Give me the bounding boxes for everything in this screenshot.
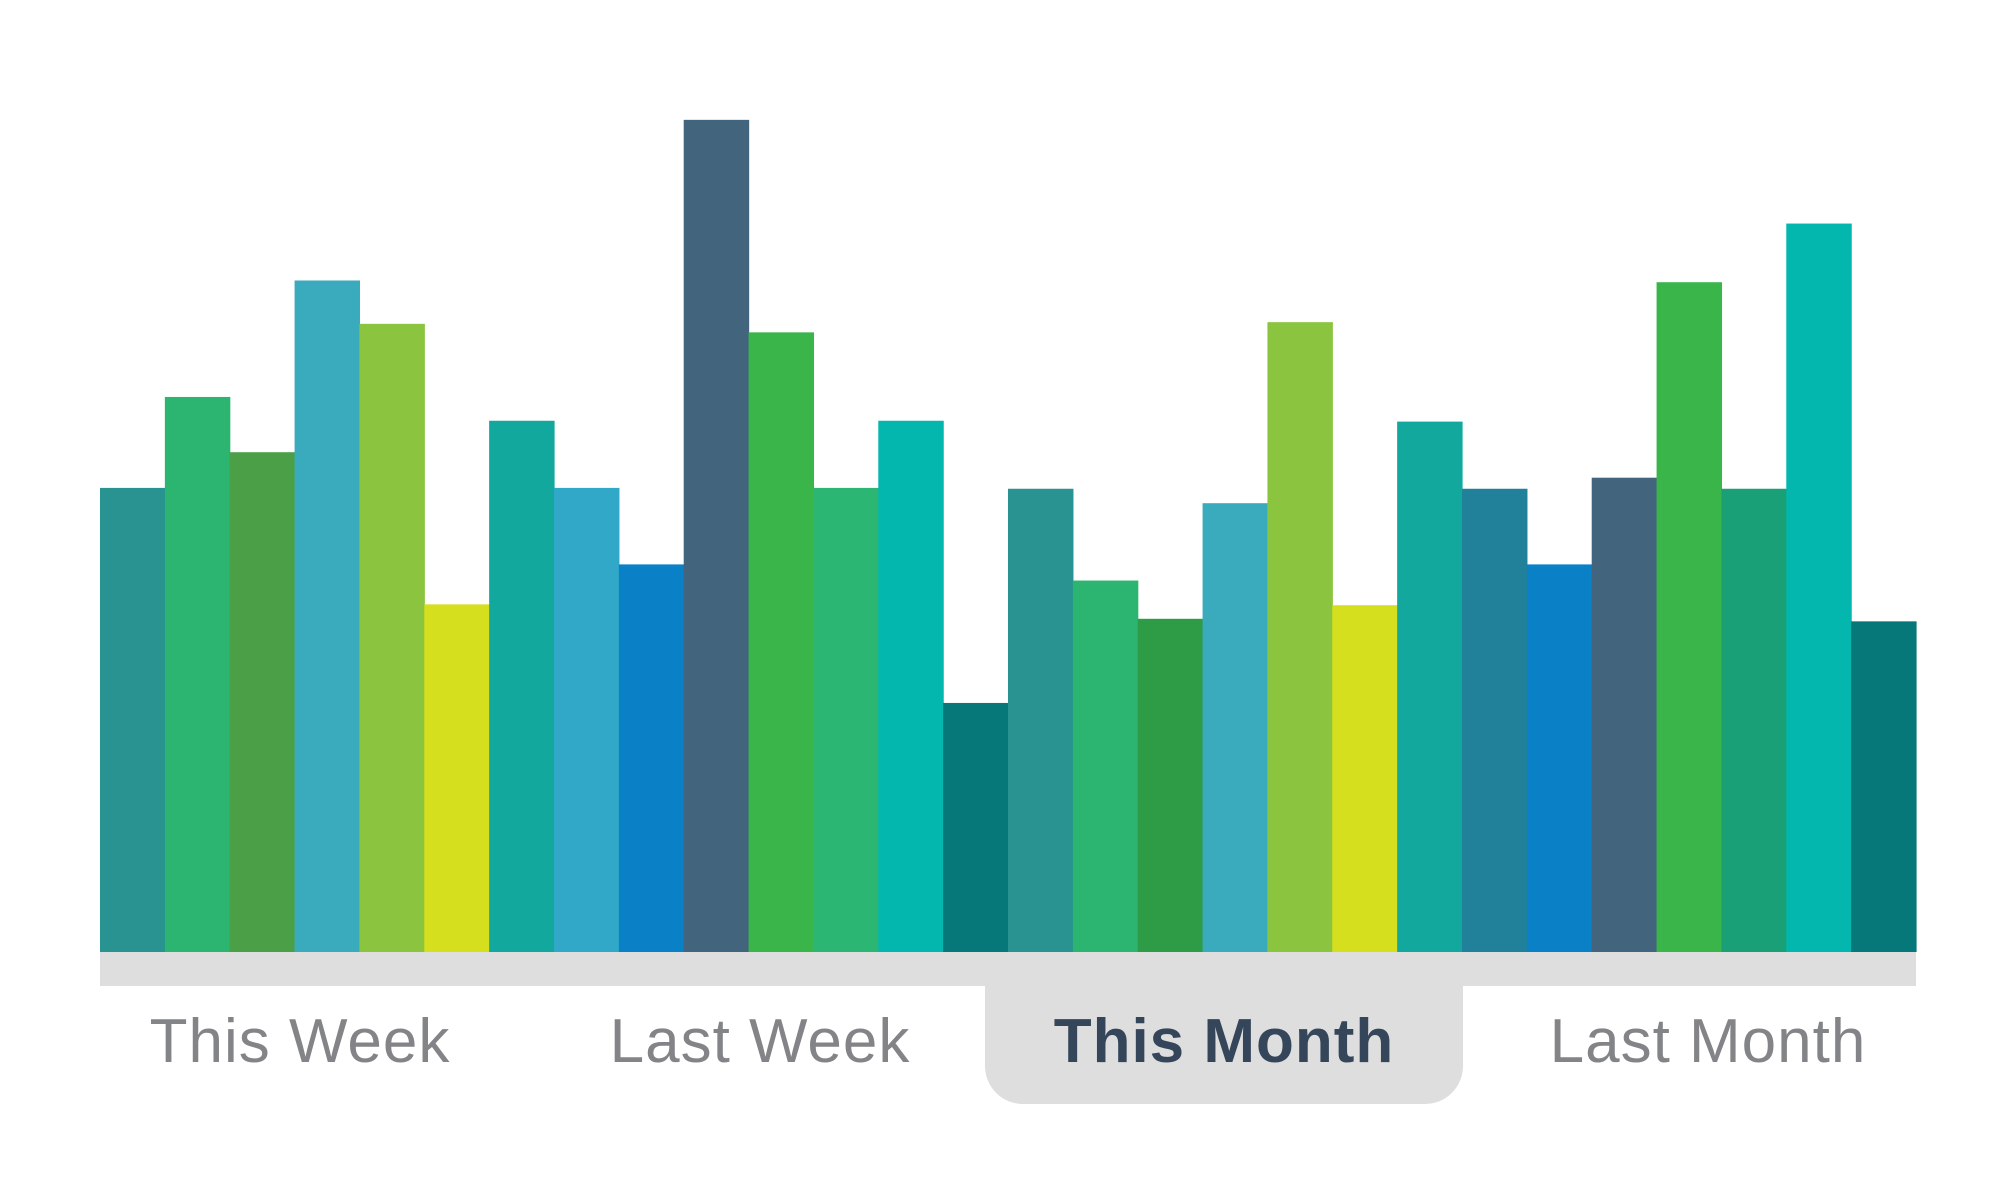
- bar-13: [878, 420, 944, 952]
- bar-23: [1526, 564, 1593, 952]
- bar-3: [229, 452, 296, 952]
- bar-16: [1072, 580, 1139, 952]
- bar-19: [1267, 322, 1333, 952]
- bar-17: [1137, 618, 1204, 952]
- bar-7: [489, 420, 555, 952]
- bar-6: [424, 604, 490, 952]
- bar-24: [1591, 477, 1658, 952]
- tab-last-week[interactable]: Last Week: [609, 1007, 911, 1076]
- bar-12: [813, 487, 879, 952]
- bar-26: [1721, 488, 1787, 952]
- bar-18: [1202, 503, 1269, 952]
- bar-8: [554, 487, 620, 952]
- tab-last-month[interactable]: Last Month: [1549, 1007, 1867, 1076]
- bars-group: [100, 119, 1917, 953]
- bar-5: [359, 323, 425, 953]
- bar-15: [1008, 488, 1074, 952]
- bar-21: [1397, 421, 1463, 953]
- bar-2: [164, 396, 231, 952]
- period-tabs: This Week Last Week This Month Last Mont…: [100, 980, 1916, 1116]
- bar-4: [294, 280, 361, 952]
- tab-this-week[interactable]: This Week: [149, 1007, 451, 1076]
- bar-11: [748, 332, 815, 953]
- bar-1: [100, 487, 166, 952]
- bar-14: [943, 702, 1009, 952]
- bar-22: [1462, 488, 1528, 952]
- bar-10: [683, 119, 750, 953]
- bar-9: [618, 564, 685, 952]
- bar-25: [1656, 282, 1723, 952]
- tab-this-month[interactable]: This Month: [985, 980, 1463, 1104]
- bar-27: [1786, 223, 1852, 953]
- bar-28: [1851, 621, 1917, 952]
- bar-20: [1332, 605, 1398, 952]
